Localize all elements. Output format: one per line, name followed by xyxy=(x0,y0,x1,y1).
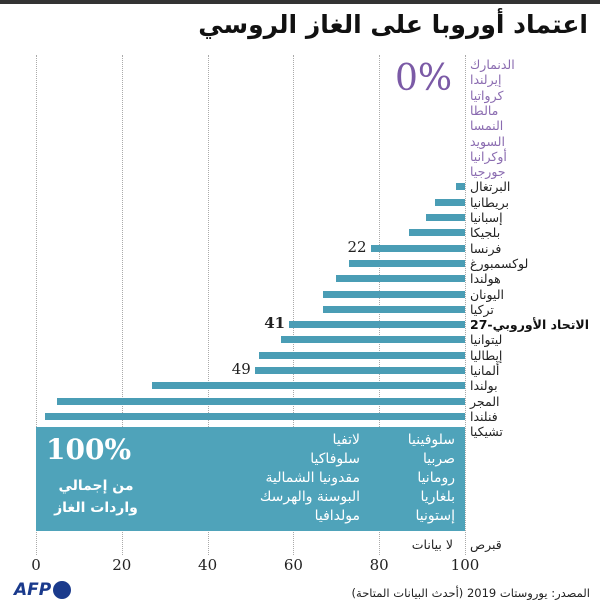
bar xyxy=(44,412,465,420)
bar xyxy=(323,305,465,313)
bar xyxy=(456,183,465,191)
full-country-label: رومانيا xyxy=(417,470,455,486)
gridline xyxy=(121,55,123,555)
full-country-label: مقدونيا الشمالية xyxy=(265,470,360,486)
zero-percent-label: 0% xyxy=(395,58,453,99)
no-data-label: لا بيانات xyxy=(411,537,453,552)
country-label: بلجيكا xyxy=(470,225,501,241)
bar xyxy=(336,275,465,283)
x-tick-label: 80 xyxy=(369,556,389,574)
full-percent-label: 100% xyxy=(46,433,132,466)
bar xyxy=(259,351,465,359)
bar xyxy=(323,290,465,298)
bar xyxy=(57,397,465,405)
country-label: لوكسمبورغ xyxy=(470,255,529,271)
data-label: 49 xyxy=(231,360,251,378)
afp-logo-text: AFP xyxy=(14,580,52,600)
country-label: إسبانيا xyxy=(470,210,503,225)
country-label: تشيكيا xyxy=(470,424,503,440)
full-country-label: لاتفيا xyxy=(332,432,360,448)
country-label: فنلندا xyxy=(470,408,498,424)
country-label: البرتغال xyxy=(470,179,511,195)
no-data-country: قبرص xyxy=(470,537,502,552)
bar xyxy=(409,229,465,237)
x-tick-label: 20 xyxy=(112,556,132,574)
country-label: المجر xyxy=(470,393,500,409)
full-countries-column-1: سلوفينيا صربيا رومانيا بلغاريا إستونيا xyxy=(408,431,455,526)
full-country-label: مولدافيا xyxy=(314,508,360,524)
country-label: تركيا xyxy=(470,301,494,317)
bar xyxy=(151,382,465,390)
zero-country-label: إيرلندا xyxy=(470,72,502,88)
full-country-label: البوسنة والهرسك xyxy=(259,489,360,505)
data-label: 41 xyxy=(264,314,286,333)
gridline xyxy=(465,55,466,555)
bar xyxy=(289,321,465,329)
afp-logo: AFP xyxy=(14,580,72,600)
bar xyxy=(370,244,465,252)
x-tick-label: 40 xyxy=(198,556,218,574)
data-label: 22 xyxy=(347,237,367,256)
full-country-label: سلوفينيا xyxy=(407,432,455,448)
country-label: إيطاليا xyxy=(470,347,503,363)
zero-country-label: مالطا xyxy=(470,102,499,118)
full-dependence-box: 100% من إجمالي واردات الغاز لاتفيا سلوفاك… xyxy=(36,427,465,531)
x-tick-label: 100 xyxy=(450,556,480,574)
chart-title: اعتماد أوروبا على الغاز الروسي xyxy=(198,10,588,39)
zero-country-label: جورجيا xyxy=(470,164,506,180)
bar xyxy=(349,259,465,267)
gridline xyxy=(293,55,295,555)
bar xyxy=(280,336,465,344)
gridline xyxy=(36,55,37,555)
bar xyxy=(426,214,465,221)
country-label: اليونان xyxy=(470,286,504,302)
source-note: المصدر: يوروستات 2019 (أحدث البيانات الم… xyxy=(351,586,590,600)
country-label: هولندا xyxy=(470,271,501,287)
gridline xyxy=(379,55,381,555)
zero-country-label: الدنمارك xyxy=(470,57,515,72)
country-label: ليتوانيا xyxy=(470,332,503,348)
country-label: فرنسا xyxy=(470,240,502,256)
full-countries-column-2: لاتفيا سلوفاكيا مقدونيا الشمالية البوسنة وا… xyxy=(260,431,360,526)
full-caption: من إجمالي واردات الغاز xyxy=(54,478,138,516)
full-country-label: سلوفاكيا xyxy=(310,451,360,467)
bar xyxy=(254,367,465,374)
top-rule xyxy=(0,0,600,4)
zero-country-label: أوكرانيا xyxy=(470,148,507,164)
x-tick-label: 60 xyxy=(283,556,303,574)
country-label: الاتحاد الأوروبي-27 xyxy=(470,317,590,333)
zero-country-label: كرواتيا xyxy=(470,87,504,103)
gridline xyxy=(207,55,209,555)
x-tick-label: 0 xyxy=(31,556,41,574)
country-label: بولندا xyxy=(470,378,498,394)
country-label: بريطانيا xyxy=(470,194,509,210)
full-country-label: صربيا xyxy=(423,451,455,467)
full-country-label: إستونيا xyxy=(415,508,455,524)
zero-country-label: السويد xyxy=(470,133,505,149)
zero-country-label: النمسا xyxy=(470,118,504,134)
country-label: ألمانيا xyxy=(470,363,500,378)
full-country-label: بلغاريا xyxy=(420,489,455,505)
bar xyxy=(434,198,465,206)
afp-logo-circle xyxy=(53,581,72,599)
